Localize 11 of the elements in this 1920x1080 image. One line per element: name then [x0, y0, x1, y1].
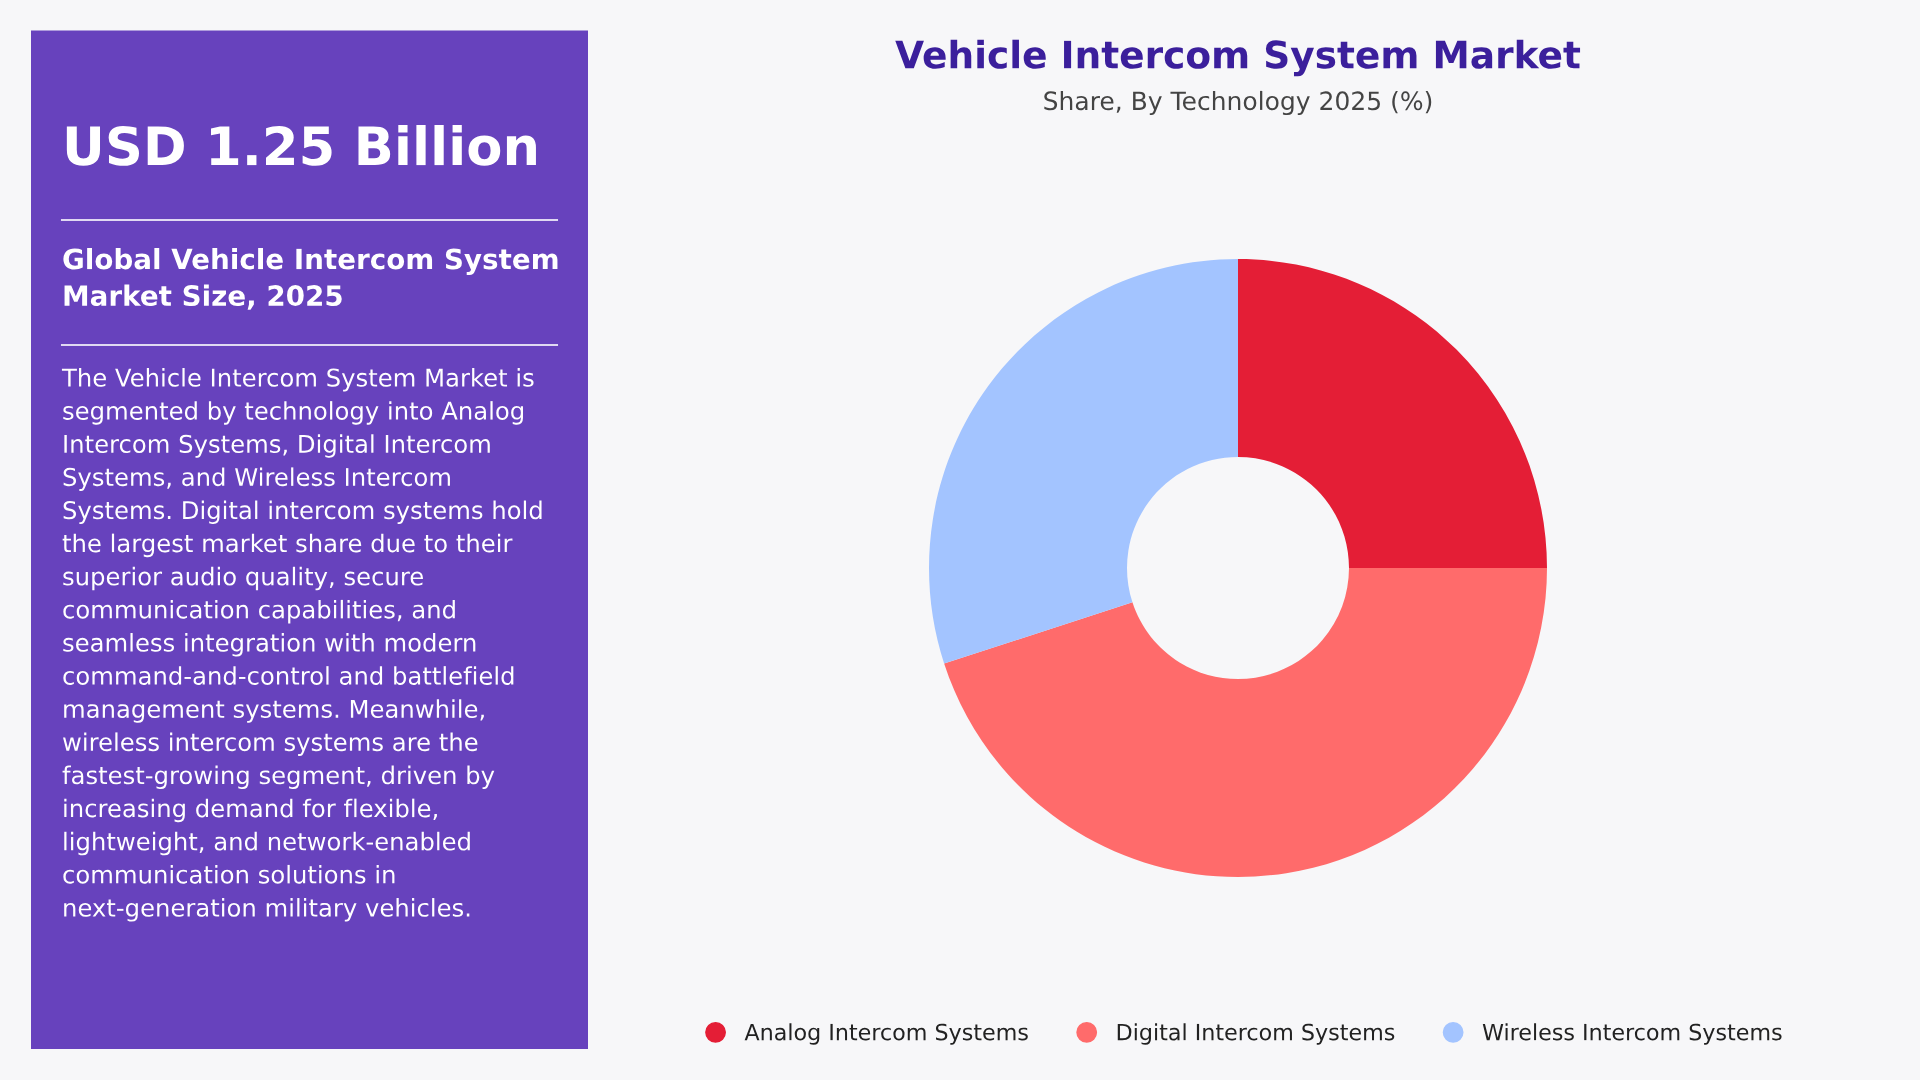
text: Global Vehicle Intercom System Market Size, 2025 — [63, 248, 558, 310]
text: USD 1.25 Billion — [66, 125, 536, 166]
text: The Vehicle Intercom System Market is segmented by technology into Analog Intercom Systems, Digital Intercom Systems, and Wireless Intercom Systems. Digital intercom systems hold the largest market share due to their superior audio quality, secure communication capabilities, and seamless integration with modern command-and-control and battlefield management systems. Meanwhile, wireless intercom systems are the fastest-growing segment, driven by increasing demand for flexible, lightweight, and network-enabled communication solutions in next-generation military vehicles. — [61, 368, 542, 922]
legend-label: Digital Intercom Systems — [1117, 1023, 1395, 1045]
donut-slice — [944, 568, 1547, 877]
donut-slice — [929, 259, 1238, 664]
chart-title: Vehicle Intercom System Market — [895, 39, 1581, 77]
legend-label: Wireless Intercom Systems — [1482, 1023, 1782, 1045]
legend-label: Analog Intercom Systems — [744, 1023, 1028, 1045]
chart-subtitle: Share, By Technology 2025 (%) — [1044, 90, 1432, 116]
donut-slice — [1238, 259, 1547, 568]
